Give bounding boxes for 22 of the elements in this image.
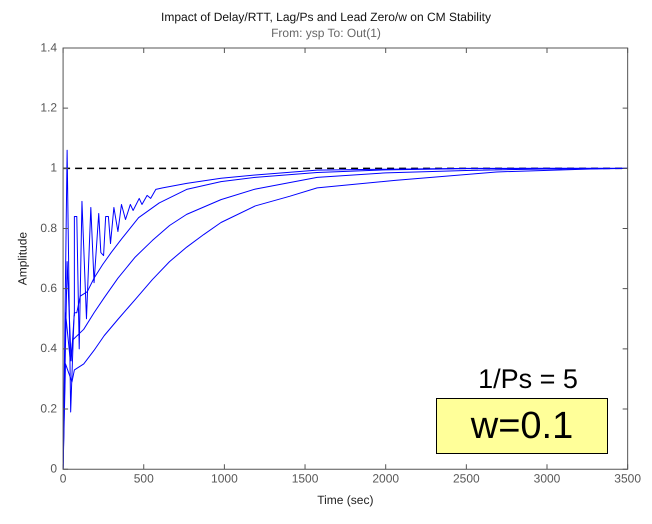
x-tick-label: 2500 (452, 472, 480, 486)
y-tick-label: 0.4 (40, 341, 58, 356)
y-tick-label: 1 (50, 160, 58, 175)
annotation: w=0.1 (436, 398, 608, 454)
x-axis-title: Time (sec) (317, 493, 374, 508)
y-tick-label: 0 (50, 462, 58, 476)
annotation: 1/Ps = 5 (477, 364, 579, 395)
y-tick-label: 0.8 (40, 220, 58, 235)
y-axis-title: Amplitude (16, 232, 30, 286)
x-tick-label: 3500 (614, 472, 642, 486)
chart-subtitle: From: ysp To: Out(1) (270, 26, 382, 40)
y-tick-label: 0.2 (40, 401, 58, 416)
x-tick-label: 1000 (211, 472, 238, 486)
x-tick-label: 1500 (292, 472, 319, 486)
x-tick-label: 3000 (534, 472, 561, 486)
y-tick-label: 0.6 (40, 281, 58, 295)
x-tick-label: 500 (134, 472, 154, 486)
y-tick-label: 1.2 (40, 100, 58, 114)
chart-title: Impact of Delay/RTT, Lag/Ps and Lead Zero/w on CM Stability (160, 10, 492, 24)
x-tick-label: 0 (60, 472, 67, 486)
y-tick-label: 1.4 (40, 40, 58, 54)
x-tick-label: 2000 (372, 472, 400, 486)
